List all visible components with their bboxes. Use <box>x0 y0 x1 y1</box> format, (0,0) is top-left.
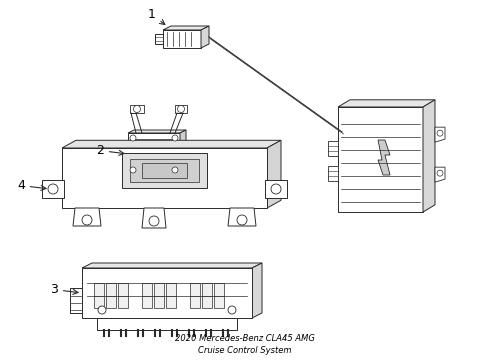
Polygon shape <box>267 140 281 208</box>
Polygon shape <box>62 148 267 208</box>
Text: 2020 Mercedes-Benz CLA45 AMG
Cruise Control System: 2020 Mercedes-Benz CLA45 AMG Cruise Cont… <box>175 334 315 355</box>
Polygon shape <box>166 283 176 308</box>
Polygon shape <box>128 130 186 133</box>
Polygon shape <box>180 130 186 175</box>
Polygon shape <box>175 105 187 113</box>
Text: 4: 4 <box>17 179 46 192</box>
Polygon shape <box>328 140 338 156</box>
Polygon shape <box>122 153 207 188</box>
Circle shape <box>149 216 159 226</box>
Polygon shape <box>202 283 212 308</box>
Polygon shape <box>214 283 224 308</box>
Circle shape <box>437 130 443 136</box>
Circle shape <box>172 135 178 141</box>
Polygon shape <box>94 283 104 308</box>
Text: 3: 3 <box>50 283 78 296</box>
Circle shape <box>271 184 281 194</box>
Circle shape <box>177 105 185 112</box>
Polygon shape <box>201 26 209 48</box>
Polygon shape <box>82 268 252 318</box>
Circle shape <box>130 135 136 141</box>
Polygon shape <box>106 283 116 308</box>
Polygon shape <box>82 263 262 268</box>
Polygon shape <box>435 167 445 182</box>
Polygon shape <box>154 283 164 308</box>
Circle shape <box>237 215 247 225</box>
Polygon shape <box>423 100 435 212</box>
Circle shape <box>48 184 58 194</box>
Polygon shape <box>338 100 435 107</box>
Polygon shape <box>130 159 199 182</box>
Polygon shape <box>128 133 180 175</box>
Circle shape <box>133 105 141 112</box>
Circle shape <box>130 167 136 173</box>
Polygon shape <box>338 107 423 212</box>
Polygon shape <box>142 208 166 228</box>
Polygon shape <box>265 180 287 198</box>
Polygon shape <box>118 283 128 308</box>
Polygon shape <box>163 30 201 48</box>
Polygon shape <box>228 208 256 226</box>
Text: 2: 2 <box>96 144 124 157</box>
Text: 1: 1 <box>148 8 165 24</box>
Circle shape <box>228 306 236 314</box>
Polygon shape <box>97 318 237 330</box>
Circle shape <box>437 170 443 176</box>
Polygon shape <box>190 283 200 308</box>
Polygon shape <box>142 283 152 308</box>
Polygon shape <box>435 127 445 142</box>
Circle shape <box>82 215 92 225</box>
Polygon shape <box>70 288 82 313</box>
Polygon shape <box>378 140 390 175</box>
Polygon shape <box>163 26 209 30</box>
Polygon shape <box>134 139 174 169</box>
Circle shape <box>172 167 178 173</box>
Polygon shape <box>130 105 144 113</box>
Polygon shape <box>42 180 64 198</box>
Polygon shape <box>252 263 262 318</box>
Polygon shape <box>155 34 163 44</box>
Polygon shape <box>62 140 281 148</box>
Polygon shape <box>73 208 101 226</box>
Polygon shape <box>142 163 187 178</box>
Polygon shape <box>328 166 338 180</box>
Circle shape <box>98 306 106 314</box>
